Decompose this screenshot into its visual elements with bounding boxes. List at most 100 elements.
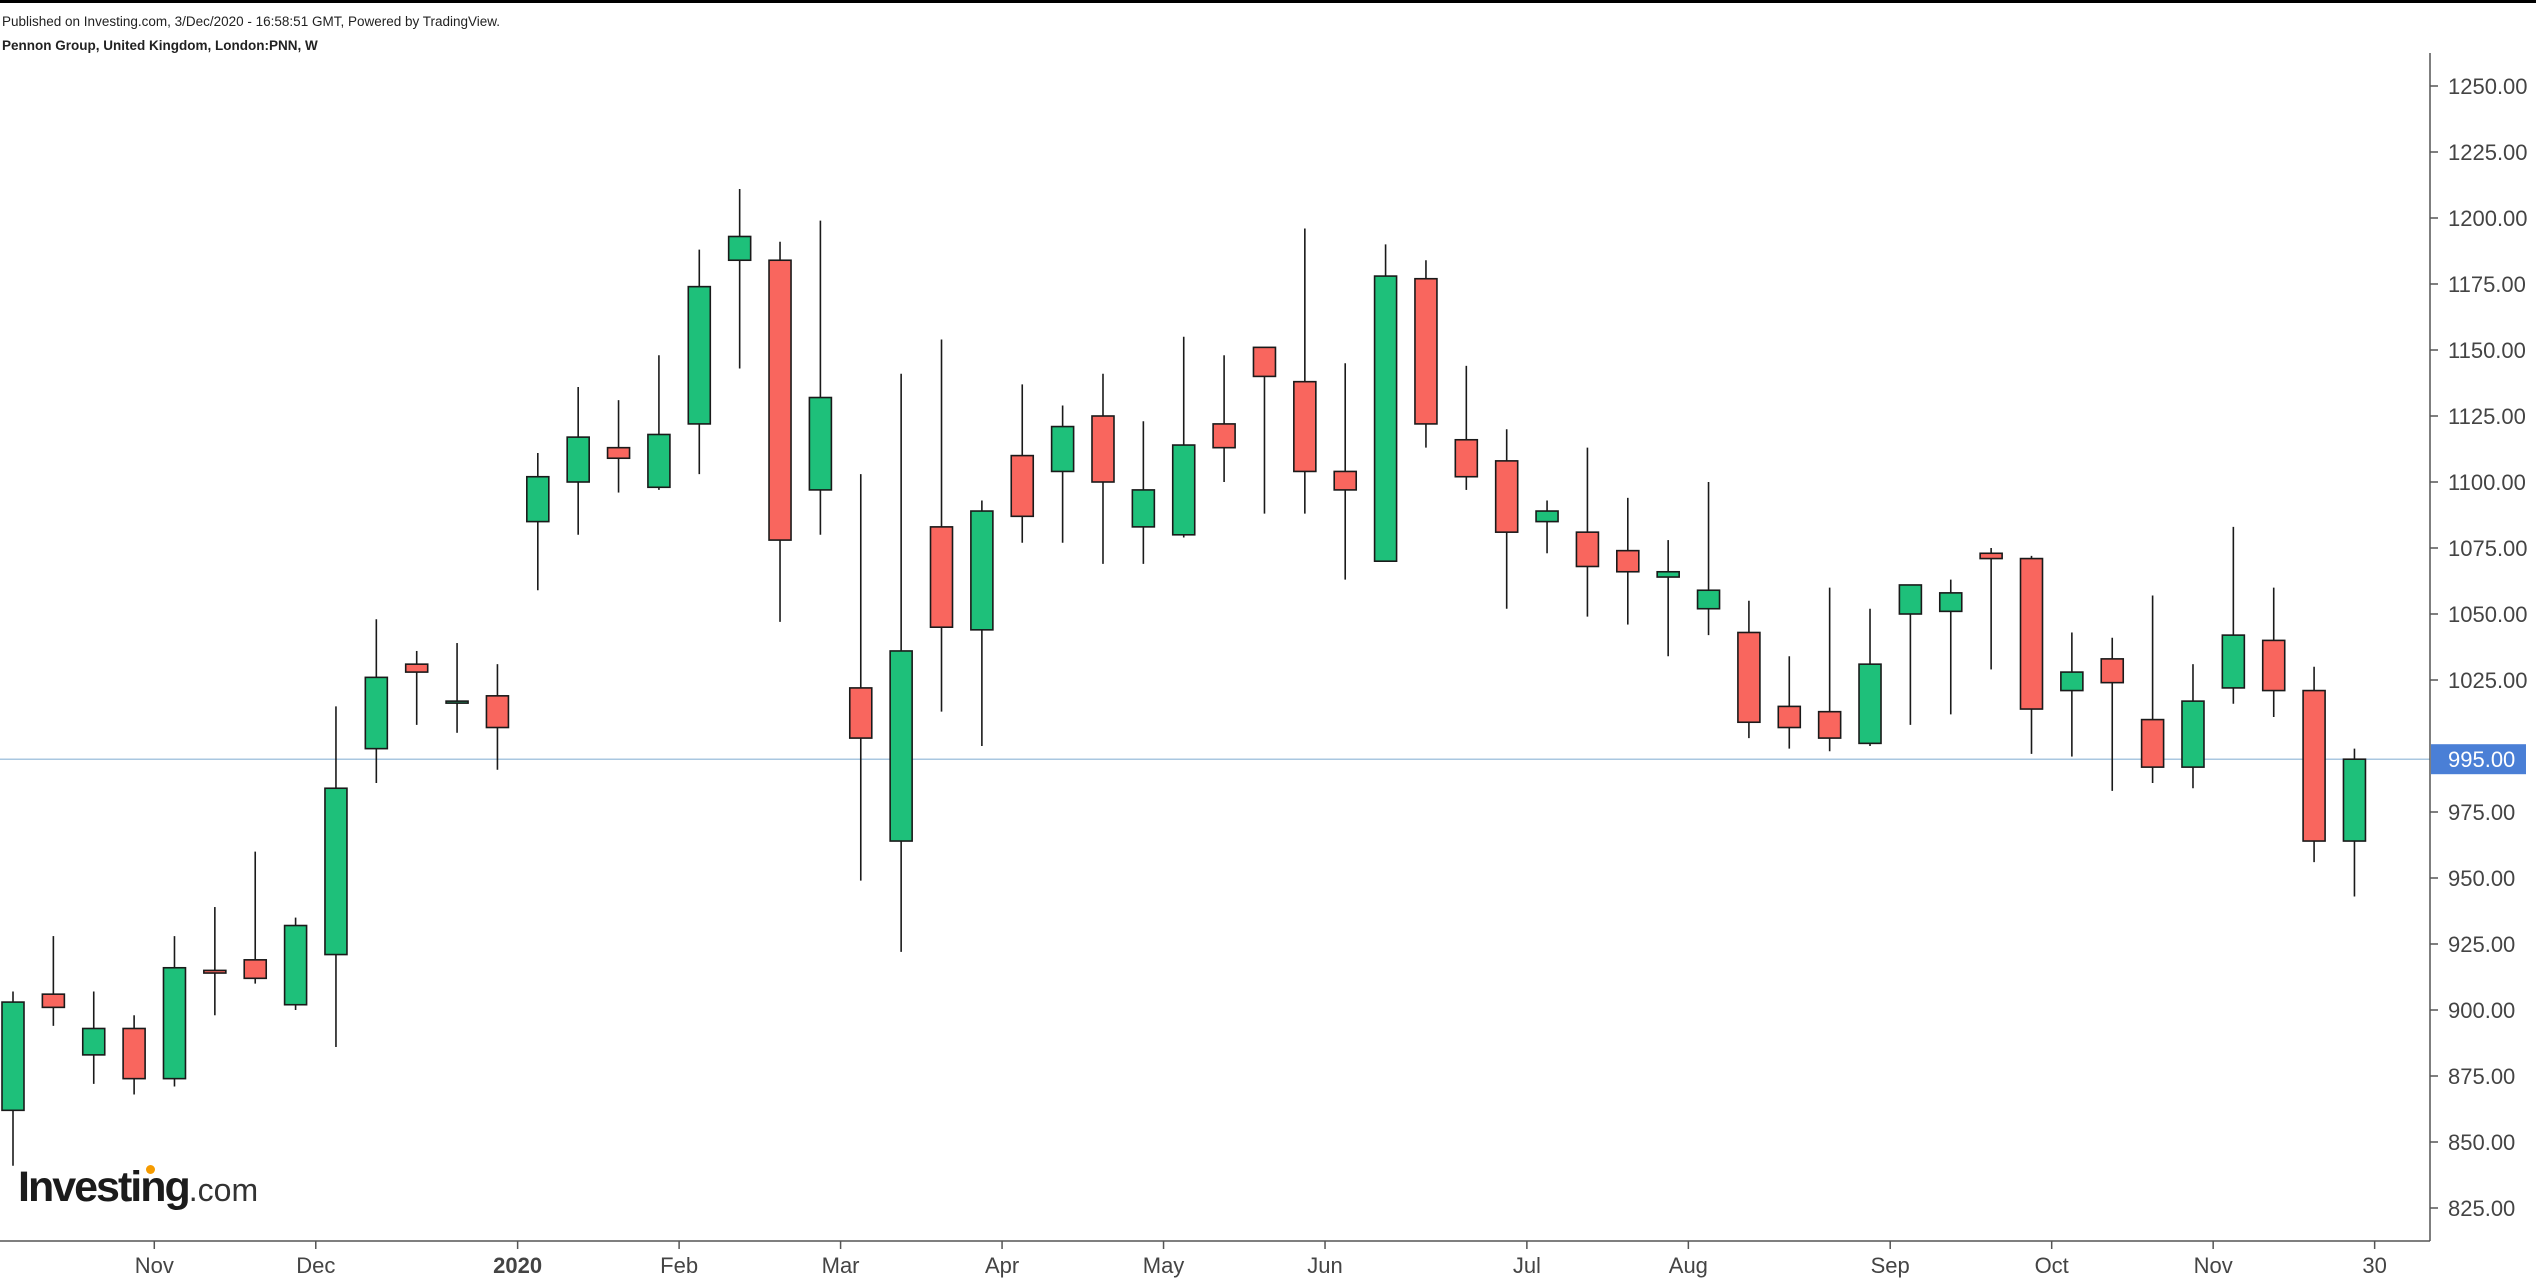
candle-body-up [889,650,913,842]
candles-layer [1,188,2367,1166]
candle-body-up [81,1027,106,1056]
candle-body-up [162,966,187,1080]
candle [1293,228,1317,514]
candle-body-down [1737,631,1761,724]
candle [566,386,590,535]
candle-body-up [2221,634,2246,689]
candle [364,619,389,783]
candle [647,355,671,490]
candle-body-up [1696,589,1721,610]
time-tick-label: Dec [296,1253,335,1278]
candle [283,917,308,1010]
candle-body-up [1898,584,1923,615]
candle-body-up [324,787,348,956]
candle-body-down [768,259,792,541]
candle [1171,336,1196,538]
candle [1091,373,1115,564]
candle-body-up [687,285,712,425]
candle [1979,548,2003,670]
price-tick-label: 1050.00 [2448,602,2528,627]
candle-body-down [1293,380,1317,473]
candle [1414,260,1438,448]
candle [606,400,631,493]
candle [970,500,994,746]
candle [2221,526,2246,704]
candle [1373,244,1398,562]
candle [122,1015,146,1095]
candle-body-up [727,235,752,262]
candle [1454,365,1479,490]
candle-body-down [1252,346,1277,378]
candle-body-up [1938,592,1963,613]
candle-body-up [526,475,550,523]
last-price-label: 995.00 [2448,747,2515,772]
candle [1212,355,1236,482]
candle-body-up [2342,758,2367,842]
candle [1252,346,1277,514]
candle-body-down [1979,552,2003,560]
candle-body-down [1494,460,1519,533]
candle-body-up [1373,275,1398,562]
candle-body-up [1858,663,1882,745]
price-tag-layer: 995.00 [2431,744,2526,775]
candle [1898,584,1923,725]
candle [324,706,348,1047]
candle-body-up [445,700,469,704]
price-tick-label: 925.00 [2448,932,2515,957]
candle [1696,482,1721,636]
candle-body-down [2261,639,2286,692]
candle-body-down [848,687,873,739]
time-tick-label: Sep [1871,1253,1910,1278]
candle-body-down [1091,415,1115,483]
price-tick-label: 1025.00 [2448,668,2528,693]
price-tick-label: 1075.00 [2448,536,2528,561]
candle [1777,656,1802,749]
time-tick-label: Jun [1307,1253,1342,1278]
price-tick-label: 900.00 [2448,998,2515,1023]
price-tick-label: 875.00 [2448,1064,2515,1089]
candle [768,241,792,622]
candle [485,664,510,770]
time-tick-label: Aug [1669,1253,1708,1278]
candle-body-up [1656,570,1680,578]
candle-body-up [1535,510,1559,523]
candle-body-down [1414,277,1438,425]
candle [445,643,469,733]
candle [41,936,66,1026]
time-axis: Nov Dec 2020 Feb Mar Apr May Jun Jul Aug Sep Oct Nov… [0,1240,2430,1278]
time-tick-label: Apr [985,1253,1019,1278]
candle [1494,429,1519,609]
candle [203,907,227,1016]
candle-body-up [970,510,994,631]
candle-body-down [1777,705,1802,729]
time-tick-label: Oct [2035,1253,2069,1278]
candle [1616,497,1640,625]
price-axis: 825.00 850.00 875.00 900.00 925.00 950.00 975.… [2429,53,2528,1241]
candle [2261,587,2286,717]
candle [1333,363,1358,580]
candle-body-down [1817,710,1842,739]
candle [1737,600,1761,739]
candle-body-down [2100,658,2125,684]
candle-body-down [1333,470,1358,491]
candle-body-down [41,993,66,1009]
candle-body-up [1131,489,1156,528]
candle [1817,587,1842,752]
price-tick-label: 1150.00 [2448,338,2526,363]
price-tick-label: 850.00 [2448,1130,2515,1155]
candle-body-down [404,663,429,673]
candle [1,991,25,1166]
candle [2342,748,2367,897]
candle-body-down [1616,549,1640,573]
time-tick-label: Jul [1513,1253,1541,1278]
candle-body-up [2181,700,2205,768]
candle [81,991,106,1084]
candle [808,220,833,535]
candle [929,339,954,712]
candle-body-down [1575,531,1600,568]
candle-body-down [2019,557,2044,710]
price-tick-label: 1250.00 [2448,74,2528,99]
logo-dot [146,1165,155,1174]
candle [1858,608,1882,746]
